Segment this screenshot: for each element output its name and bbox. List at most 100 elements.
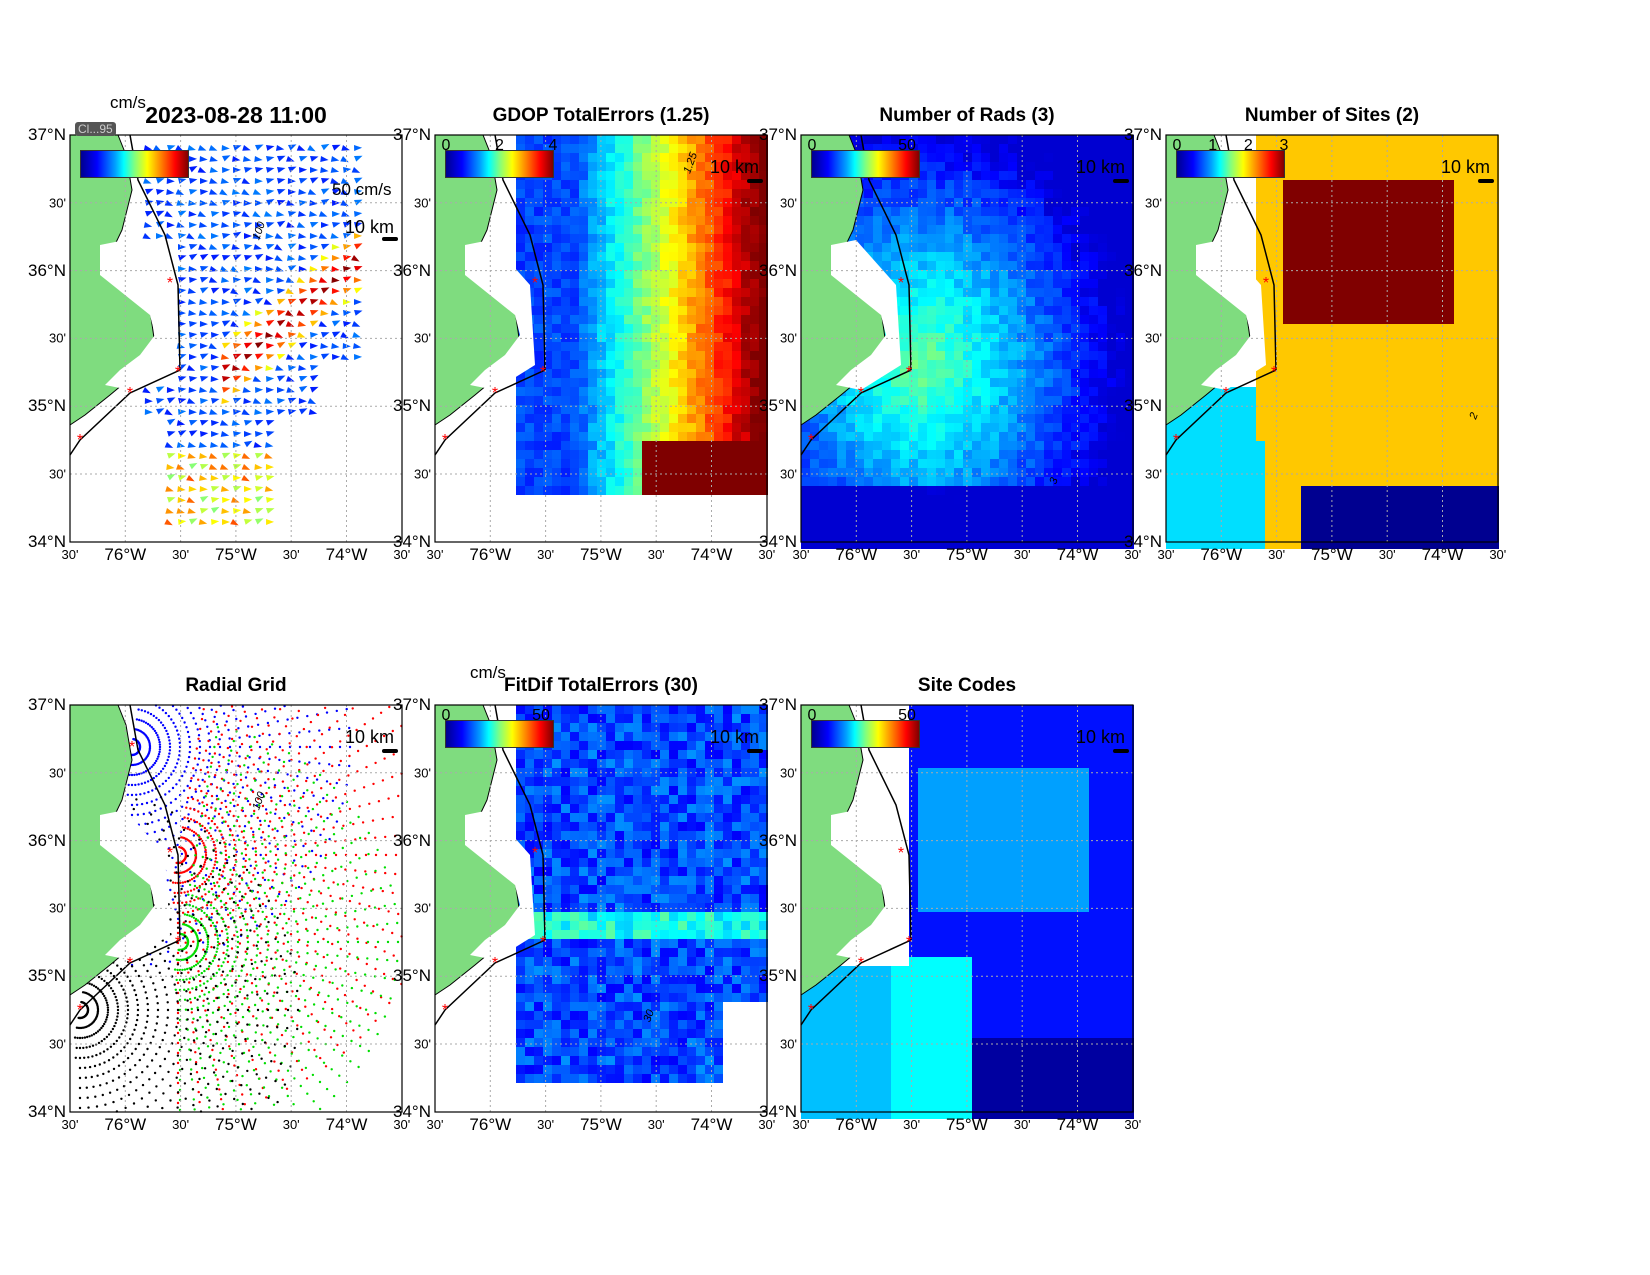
- current-vector: [254, 409, 263, 415]
- current-vector: [265, 233, 274, 239]
- current-vector: [199, 475, 208, 481]
- grid-cell: [927, 378, 936, 387]
- grid-cell: [534, 207, 543, 216]
- grid-cell: [534, 225, 543, 234]
- grid-cell: [1071, 297, 1080, 306]
- axes-frame: [69, 134, 403, 543]
- grid-cell: [552, 414, 561, 423]
- grid-cell: [1071, 504, 1080, 513]
- current-vector: [298, 365, 307, 371]
- grid-cell: [1319, 441, 1328, 450]
- grid-cell: [1409, 144, 1418, 153]
- grid-cell: [1355, 306, 1364, 315]
- grid-cell: [999, 234, 1008, 243]
- grid-cell: [1008, 522, 1017, 531]
- grid-cell: [624, 189, 633, 198]
- grid-cell: [801, 423, 810, 432]
- grid-cell: [570, 333, 579, 342]
- grid-cell: [1229, 387, 1238, 396]
- current-vector: [266, 519, 275, 525]
- grid-cell: [954, 522, 963, 531]
- grid-cell: [1107, 153, 1116, 162]
- grid-cell: [741, 432, 750, 441]
- grid-cell: [1310, 315, 1319, 324]
- grid-cell: [741, 234, 750, 243]
- grid-cell: [1436, 135, 1445, 144]
- grid-cell: [633, 324, 642, 333]
- grid-cell: [864, 225, 873, 234]
- grid-cell: [1080, 387, 1089, 396]
- grid-cell: [1436, 468, 1445, 477]
- grid-cell: [981, 459, 990, 468]
- current-vector: [330, 233, 339, 239]
- grid-cell: [1071, 153, 1080, 162]
- grid-cell: [1283, 504, 1292, 513]
- grid-cell: [990, 198, 999, 207]
- grid-cell: [1265, 486, 1274, 495]
- grid-cell: [1017, 270, 1026, 279]
- grid-cell: [1436, 153, 1445, 162]
- grid-cell: [1337, 459, 1346, 468]
- grid-cell: [999, 180, 1008, 189]
- current-vector: [321, 188, 330, 195]
- grid-cell: [606, 261, 615, 270]
- scale-label: 10 km: [1075, 157, 1125, 177]
- grid-cell: [1337, 270, 1346, 279]
- grid-cell: [999, 378, 1008, 387]
- current-vector: [208, 343, 217, 350]
- grid-cell: [1454, 369, 1463, 378]
- grid-cell: [819, 468, 828, 477]
- grid-cell: [696, 324, 705, 333]
- grid-cell: [1292, 459, 1301, 468]
- grid-cell: [606, 468, 615, 477]
- grid-cell: [1454, 315, 1463, 324]
- grid-cell: [882, 387, 891, 396]
- grid-cell: [1391, 144, 1400, 153]
- grid-cell: [750, 297, 759, 306]
- grid-cell: [1418, 405, 1427, 414]
- x-tick-label: 75°W: [215, 545, 257, 564]
- grid-cell: [1454, 495, 1463, 504]
- grid-cell: [714, 297, 723, 306]
- current-vector: [178, 430, 187, 437]
- grid-cell: [1301, 306, 1310, 315]
- current-vector: [255, 222, 263, 228]
- grid-cell: [1035, 153, 1044, 162]
- grid-cell: [1080, 378, 1089, 387]
- grid-cell: [1463, 351, 1472, 360]
- grid-cell: [525, 261, 534, 270]
- current-vector: [198, 442, 208, 448]
- grid-cell: [633, 414, 642, 423]
- grid-cell: [633, 468, 642, 477]
- grid-cell: [972, 486, 981, 495]
- grid-cell: [1472, 216, 1481, 225]
- grid-cell: [1346, 477, 1355, 486]
- grid-cell: [1292, 522, 1301, 531]
- grid-cell: [1400, 405, 1409, 414]
- grid-cell: [615, 396, 624, 405]
- grid-cell: [963, 315, 972, 324]
- current-vector: [189, 166, 198, 173]
- grid-cell: [1026, 135, 1035, 144]
- grid-cell: [918, 450, 927, 459]
- grid-cell: [678, 441, 687, 450]
- grid-cell: [570, 135, 579, 144]
- grid-cell: [1202, 441, 1211, 450]
- grid-cell: [1310, 252, 1319, 261]
- grid-cell: [1211, 468, 1220, 477]
- current-vector: [310, 320, 319, 327]
- grid-cell: [1418, 207, 1427, 216]
- grid-cell: [1256, 459, 1265, 468]
- grid-cell: [570, 369, 579, 378]
- grid-cell: [606, 297, 615, 306]
- grid-cell: [696, 414, 705, 423]
- grid-cell: [1211, 396, 1220, 405]
- current-vector: [310, 343, 319, 349]
- grid-cell: [1292, 171, 1301, 180]
- grid-cell: [1017, 504, 1026, 513]
- grid-cell: [1089, 225, 1098, 234]
- grid-cell: [1292, 270, 1301, 279]
- grid-cell: [1328, 234, 1337, 243]
- grid-cell: [1319, 225, 1328, 234]
- current-vector: [176, 420, 186, 426]
